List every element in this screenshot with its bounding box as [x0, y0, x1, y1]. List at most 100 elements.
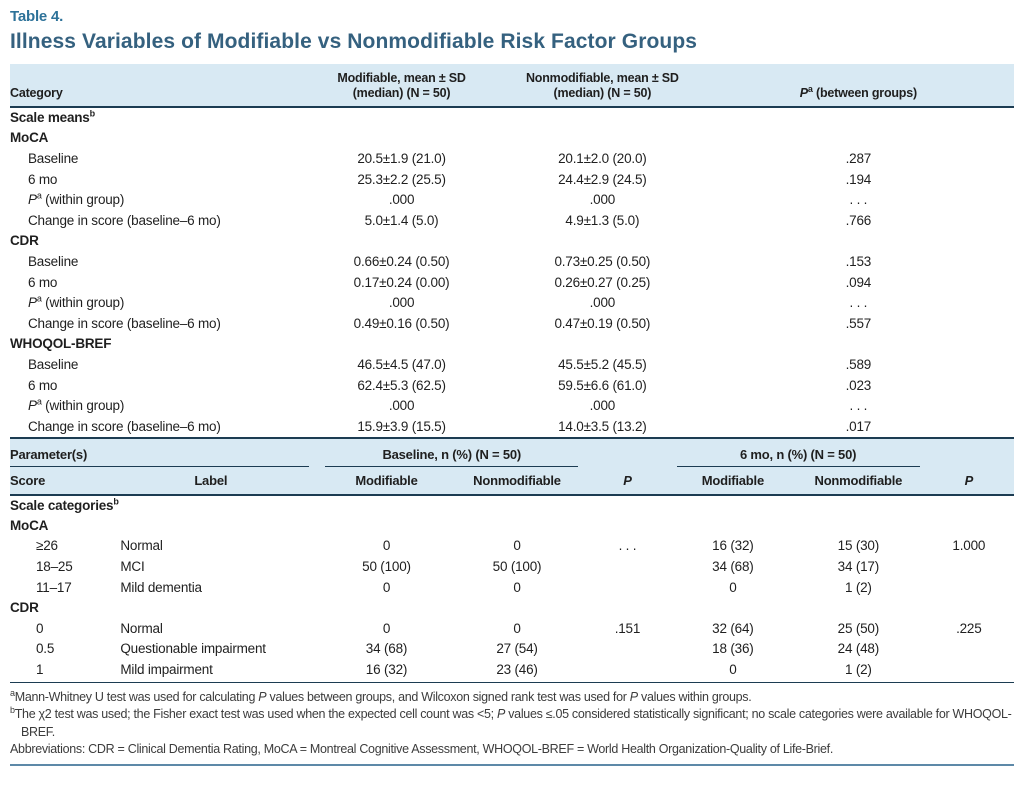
baseline-p-value: .151 [614, 620, 641, 636]
scale-means-row: Change in score (baseline–6 mo) 5.0±1.4 (… [10, 210, 1014, 231]
scale-categories-table: Parameter(s) Baseline, n (%) (N = 50) 6 … [10, 436, 1014, 680]
group-label: CDR [10, 233, 39, 249]
baseline-modifiable-value: 34 (68) [365, 641, 408, 657]
mo6-nonmodifiable-value: 1 (2) [844, 579, 872, 595]
header-underlined-text: Baseline, n (%) (N = 50) [325, 447, 579, 467]
row-label: Baseline [28, 356, 79, 372]
table-title: Illness Variables of Modifiable vs Nonmo… [10, 30, 698, 53]
modifiable-value: 5.0±1.4 (5.0) [364, 212, 439, 228]
scale-categories-row: 11–17 Mild dementia 0 0 0 1 (2) [10, 577, 1014, 598]
scale-means-header: Category Modifiable, mean ± SD (median) … [10, 64, 1014, 108]
header-underlined-text: 6 mo, n (%) (N = 50) [676, 447, 920, 467]
score-value: 1 [36, 662, 44, 678]
group-label: Scale meansb [10, 108, 95, 126]
score-value: ≥26 [36, 538, 58, 554]
modifiable-value: .000 [388, 192, 415, 208]
modifiable-value: .000 [388, 398, 415, 414]
mo6-p-value: .225 [956, 620, 982, 636]
group-label: MoCA [10, 517, 49, 533]
p-between-groups-value [703, 231, 1014, 252]
score-value: 18–25 [36, 559, 73, 575]
mo6-p-value [924, 639, 1014, 660]
group-header-baseline: Baseline, n (%) (N = 50) [321, 436, 583, 467]
row-label: 6 mo [28, 171, 58, 187]
label-value: MCI [120, 559, 145, 575]
header-spacer [582, 436, 673, 467]
scale-categories-row: 0.5 Questionable impairment 34 (68) 27 (54)… [10, 639, 1014, 660]
scale-categories-row: ≥26 Normal 0 0 . . . 16 (32) 15 (30) 1.000 [10, 536, 1014, 557]
baseline-p-value [582, 577, 672, 598]
score-value: 11–17 [36, 579, 72, 595]
column-header-parameters: Parameter(s) [10, 436, 322, 467]
label-value: Mild impairment [120, 662, 213, 678]
p-between-groups-value: . . . [849, 398, 868, 414]
baseline-p-value [582, 659, 672, 680]
header-line2: (median) (N = 50) [352, 86, 451, 100]
baseline-p-value [582, 639, 672, 660]
baseline-nonmodifiable-value: 0 [513, 620, 521, 636]
caption: Table 4. Illness Variables of Modifiable… [10, 8, 1014, 55]
scale-categories-row: 18–25 MCI 50 (100) 50 (100) 34 (68) 34 (17) [10, 556, 1014, 577]
label-value: Questionable impairment [120, 641, 266, 657]
mo6-nonmodifiable-value: 25 (50) [837, 620, 880, 636]
scale-means-row: Scale meansb [10, 107, 1014, 128]
baseline-p-value [582, 556, 672, 577]
nonmodifiable-value [502, 231, 703, 252]
nonmodifiable-value: 20.1±2.0 (20.0) [558, 150, 647, 166]
mo6-nonmodifiable-value: 15 (30) [837, 538, 880, 554]
modifiable-value: 20.5±1.9 (21.0) [357, 150, 446, 166]
scale-categories-row: 1 Mild impairment 16 (32) 23 (46) 0 1 (2) [10, 659, 1014, 680]
p-between-groups-value [703, 128, 1014, 149]
nonmodifiable-value: .000 [589, 192, 616, 208]
column-header-category: Category [10, 64, 302, 108]
column-header-6mo-modifiable: Modifiable [672, 466, 794, 496]
baseline-modifiable-value: 16 (32) [365, 662, 408, 678]
p-between-groups-value: .194 [845, 171, 872, 187]
row-label: Change in score (baseline–6 mo) [28, 212, 221, 228]
modifiable-value [301, 107, 502, 128]
baseline-p-value: . . . [618, 538, 637, 554]
p-between-groups-value: .094 [845, 274, 872, 290]
mo6-p-value [924, 577, 1014, 598]
baseline-modifiable-value: 50 (100) [362, 559, 411, 575]
nonmodifiable-value [502, 107, 703, 128]
score-value: 0.5 [36, 641, 55, 657]
scale-categories-row: Scale categoriesb [10, 495, 1014, 516]
header-line1: Nonmodifiable, mean ± SD [525, 71, 679, 85]
scale-means-body: Scale meansb MoCA Baseline 20.5±1.9 (21.0) 2… [10, 107, 1014, 437]
scale-means-row: Change in score (baseline–6 mo) 0.49±0.16… [10, 313, 1014, 334]
mo6-nonmodifiable-value: 1 (2) [844, 662, 872, 678]
scale-means-row: 6 mo 0.17±0.24 (0.00) 0.26±0.27 (0.25) .094 [10, 272, 1014, 293]
scale-means-header-row: Category Modifiable, mean ± SD (median) … [10, 64, 1014, 108]
nonmodifiable-value: 4.9±1.3 (5.0) [565, 212, 640, 228]
nonmodifiable-value: 59.5±6.6 (61.0) [558, 377, 647, 393]
mo6-p-value [924, 659, 1014, 680]
baseline-modifiable-value: 0 [382, 620, 391, 636]
mo6-modifiable-value: 34 (68) [712, 559, 754, 575]
sub-header-row: Score Label Modifiable Nonmodifiable P M… [10, 466, 1014, 496]
scale-means-row: Change in score (baseline–6 mo) 15.9±3.9 … [10, 416, 1014, 437]
table-number-label: Table 4. [10, 8, 64, 25]
nonmodifiable-value: 14.0±3.5 (13.2) [558, 418, 647, 434]
group-label: CDR [10, 600, 39, 616]
p-between-groups-value: .589 [845, 356, 872, 372]
modifiable-value [301, 334, 502, 355]
modifiable-value: 0.49±0.16 (0.50) [353, 315, 450, 331]
modifiable-value: 0.17±0.24 (0.00) [353, 274, 450, 290]
mo6-modifiable-value: 0 [729, 579, 737, 595]
scale-means-row: WHOQOL-BREF [10, 334, 1014, 355]
header-underlined-text: Parameter(s) [10, 447, 310, 467]
scale-means-row: MoCA [10, 128, 1014, 149]
group-header-row: Parameter(s) Baseline, n (%) (N = 50) 6 … [10, 436, 1014, 467]
scale-categories-row: 0 Normal 0 0 .151 32 (64) 25 (50) .225 [10, 618, 1014, 639]
label-value: Mild dementia [120, 579, 202, 595]
group-label: WHOQOL-BREF [10, 336, 112, 352]
nonmodifiable-value: .000 [589, 295, 616, 311]
mo6-p-value [924, 556, 1014, 577]
scale-categories-row: CDR [10, 597, 1014, 618]
scale-means-row: 6 mo 25.3±2.2 (25.5) 24.4±2.9 (24.5) .194 [10, 169, 1014, 190]
baseline-modifiable-value: 0 [382, 579, 391, 595]
mo6-p-value: 1.000 [952, 538, 986, 554]
column-header-baseline-p: P [582, 466, 673, 496]
mo6-nonmodifiable-value: 24 (48) [837, 641, 880, 657]
